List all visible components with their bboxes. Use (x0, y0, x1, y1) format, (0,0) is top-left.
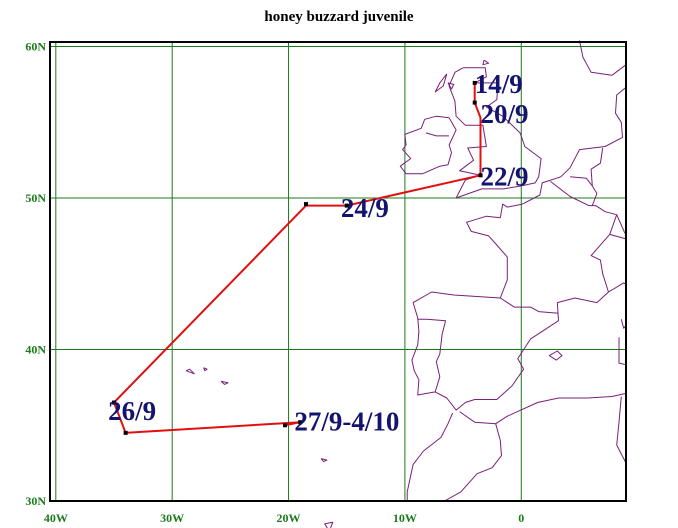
country-border (417, 318, 447, 393)
coastline (618, 337, 627, 366)
lat-tick-label: 40N (25, 343, 46, 357)
fix-point (304, 202, 308, 207)
fix-point (472, 100, 477, 105)
coastline (448, 67, 542, 199)
flight-track (113, 82, 482, 434)
country-border (616, 396, 627, 464)
fix-point (298, 420, 303, 425)
date-label: 26/9 (108, 396, 156, 426)
country-border (590, 147, 604, 186)
date-label: 27/9-4/10 (294, 407, 399, 437)
fix-point (344, 203, 349, 208)
country-border (500, 297, 559, 314)
date-label: 14/9 (475, 69, 523, 99)
coastline (399, 115, 457, 175)
coastline (220, 380, 229, 385)
fix-point (283, 423, 288, 428)
date-label: 24/9 (341, 193, 389, 223)
fix-point (478, 173, 483, 178)
lon-tick-label: 30W (160, 511, 184, 525)
axis-labels: 40W 30W 20W 10W 0 30N 40N 50N 60N (25, 40, 524, 525)
coastline (320, 458, 328, 463)
country-border (591, 185, 598, 206)
coastline (459, 392, 627, 425)
coastline (447, 82, 455, 90)
coastline (482, 59, 490, 66)
coastline (579, 40, 627, 76)
date-label: 20/9 (481, 99, 529, 129)
coastline (324, 521, 334, 528)
date-label: 22/9 (481, 161, 529, 191)
lon-tick-label: 10W (393, 511, 417, 525)
coastline (434, 73, 448, 93)
country-border (570, 176, 593, 187)
coastlines (185, 40, 627, 528)
lon-tick-label: 40W (44, 511, 68, 525)
fix-point (472, 80, 477, 85)
lat-tick-label: 60N (25, 40, 46, 54)
country-border (609, 233, 627, 240)
lon-tick-label: 0 (518, 511, 524, 525)
country-border (444, 423, 502, 502)
date-labels: 14/920/9 22/9 24/9 26/9 27/9-4/10 (108, 69, 528, 437)
coastline (548, 350, 563, 361)
lon-tick-label: 20W (277, 511, 301, 525)
lat-tick-label: 30N (25, 494, 46, 508)
map-frame (49, 41, 627, 502)
coastline (185, 368, 195, 375)
location-fixes (112, 80, 483, 435)
lat-tick-label: 50N (25, 191, 46, 205)
track-line (113, 82, 482, 434)
map-title: honey buzzard juvenile (264, 9, 414, 25)
coastline (411, 87, 627, 411)
coastline (203, 367, 208, 372)
country-border (616, 214, 627, 235)
country-border (425, 132, 450, 137)
coastline (406, 412, 454, 501)
fix-point (112, 400, 116, 405)
fix-point (123, 430, 128, 435)
